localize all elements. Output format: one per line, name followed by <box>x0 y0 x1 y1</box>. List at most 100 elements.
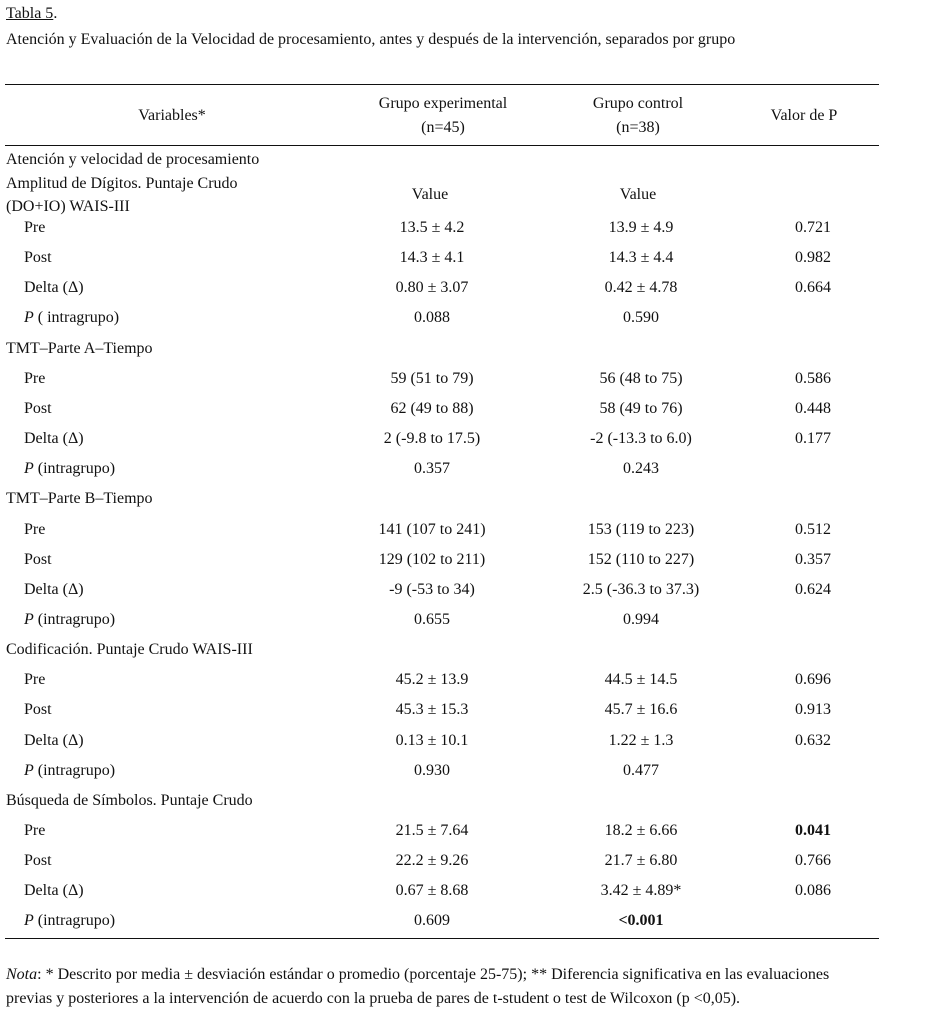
p-value-cell: 0.664 <box>795 279 831 297</box>
ctrl-group-cell: 153 (119 to 223) <box>587 520 695 538</box>
exp-group-cell: 62 (49 to 88) <box>390 399 474 417</box>
row-label-text: ( intragrupo) <box>33 309 120 327</box>
p-value-cell: 0.586 <box>795 369 831 387</box>
row-label: P (intragrupo) <box>24 761 115 781</box>
ctrl-group-cell: 152 (110 to 227) <box>587 550 695 568</box>
row-label: Delta (Δ) <box>24 580 84 600</box>
exp-group-cell: 2 (-9.8 to 17.5) <box>383 430 481 448</box>
header-exp-line2: (n=45) <box>421 119 465 136</box>
note-text-1: : * Descrito por media ± desviación está… <box>37 966 830 983</box>
ctrl-group-cell: 58 (49 to 76) <box>599 399 683 417</box>
row-label-text: Pre <box>24 671 46 689</box>
row-label-text: (intragrupo) <box>33 610 116 628</box>
row-label: Post <box>24 700 52 720</box>
exp-group-cell: 0.357 <box>414 460 450 478</box>
section-label-line1: Atención y velocidad de procesamiento <box>6 151 260 168</box>
row-label: Pre <box>24 670 45 690</box>
exp-group-cell: 45.3 ± 15.3 <box>395 701 469 719</box>
bottom-rule <box>5 938 879 939</box>
row-label-text: Pre <box>24 520 46 538</box>
row-label-text: Post <box>24 249 52 267</box>
section-label-line3: (DO+IO) WAIS-III <box>6 198 130 215</box>
ctrl-group-cell: 14.3 ± 4.4 <box>608 249 674 267</box>
exp-group-cell: 14.3 ± 4.1 <box>399 249 465 267</box>
top-rule <box>5 84 879 85</box>
exp-group-cell: 45.2 ± 13.9 <box>395 671 469 689</box>
ctrl-group-cell: -2 (-13.3 to 6.0) <box>590 430 692 448</box>
ctrl-group-cell: 44.5 ± 14.5 <box>604 671 678 689</box>
header-ctrl-line1: Grupo control <box>592 95 684 112</box>
exp-group-cell: 0.13 ± 10.1 <box>395 731 469 749</box>
row-label-text: (intragrupo) <box>33 761 116 779</box>
table-note-line2: previas y posteriores a la intervención … <box>6 990 741 1007</box>
p-value-cell: 0.512 <box>795 520 831 538</box>
row-label: P (intragrupo) <box>24 610 115 630</box>
table-label-suffix: . <box>53 5 58 22</box>
row-label: Delta (Δ) <box>24 429 84 449</box>
row-label-text: Delta (Δ) <box>24 731 84 749</box>
row-label-text: Pre <box>24 369 46 387</box>
exp-group-cell: 13.5 ± 4.2 <box>399 219 465 236</box>
row-label: P (intragrupo) <box>24 459 115 479</box>
row-label: Pre <box>24 520 45 540</box>
p-value-cell: 0.624 <box>795 580 831 598</box>
row-label: Pre <box>24 821 45 841</box>
ctrl-group-cell: 21.7 ± 6.80 <box>604 852 678 870</box>
exp-group-cell: 0.088 <box>414 309 450 327</box>
p-value-cell: 0.041 <box>795 822 831 839</box>
header-p-value: Valor de P <box>770 107 838 124</box>
row-label: Pre <box>24 218 45 238</box>
row-label-italic: P <box>24 761 34 779</box>
exp-group-cell: 129 (102 to 211) <box>378 550 486 568</box>
section-label: Búsqueda de Símbolos. Puntaje Crudo <box>6 791 253 809</box>
exp-group-cell: 0.80 ± 3.07 <box>395 279 469 297</box>
row-label-text: Post <box>24 550 52 568</box>
header-ctrl-line2: (n=38) <box>616 119 660 136</box>
ctrl-group-cell: 45.7 ± 16.6 <box>604 701 678 719</box>
header-exp-line1: Grupo experimental <box>378 95 508 112</box>
exp-group-cell: 0.930 <box>414 761 450 779</box>
exp-group-cell: 0.609 <box>414 912 450 930</box>
section-label-line2: Amplitud de Dígitos. Puntaje Crudo <box>6 175 238 192</box>
exp-value-header: Value <box>411 186 449 203</box>
p-value-cell: 0.982 <box>795 249 831 267</box>
ctrl-value-header: Value <box>619 186 657 203</box>
row-label-text: (intragrupo) <box>33 460 116 478</box>
ctrl-group-cell: 0.994 <box>623 610 659 628</box>
row-label: Delta (Δ) <box>24 278 84 298</box>
p-value-cell: 0.177 <box>795 430 831 448</box>
row-label-italic: P <box>24 460 34 478</box>
header-rule <box>5 145 879 146</box>
table-title: Atención y Evaluación de la Velocidad de… <box>6 31 736 48</box>
row-label-text: Pre <box>24 822 46 839</box>
exp-group-cell: 59 (51 to 79) <box>390 369 474 387</box>
exp-group-cell: 21.5 ± 7.64 <box>395 822 469 839</box>
ctrl-group-cell: 13.9 ± 4.9 <box>608 219 674 236</box>
section-label: Codificación. Puntaje Crudo WAIS-III <box>6 641 253 659</box>
row-label: Delta (Δ) <box>24 731 84 751</box>
row-label: Post <box>24 399 52 419</box>
table-label: Tabla 5. <box>6 4 57 24</box>
ctrl-group-cell: 2.5 (-36.3 to 37.3) <box>582 580 700 598</box>
section-label: TMT–Parte A–Tiempo <box>6 339 153 357</box>
ctrl-group-cell: 56 (48 to 75) <box>599 369 683 387</box>
row-label: Pre <box>24 369 45 389</box>
row-label: Post <box>24 851 52 871</box>
ctrl-group-cell: <0.001 <box>618 912 664 930</box>
exp-group-cell: -9 (-53 to 34) <box>389 580 475 598</box>
p-value-cell: 0.448 <box>795 399 831 417</box>
row-label-text: Delta (Δ) <box>24 882 84 900</box>
row-label: Post <box>24 248 52 268</box>
row-label: P (intragrupo) <box>24 911 115 931</box>
table-note-line1: Nota: * Descrito por media ± desviación … <box>6 965 829 985</box>
ctrl-group-cell: 0.42 ± 4.78 <box>604 279 678 297</box>
p-value-cell: 0.086 <box>795 882 831 900</box>
exp-group-cell: 0.67 ± 8.68 <box>395 882 469 900</box>
p-value-cell: 0.766 <box>795 852 831 870</box>
row-label: P ( intragrupo) <box>24 308 119 328</box>
p-value-cell: 0.357 <box>795 550 831 568</box>
ctrl-group-cell: 3.42 ± 4.89* <box>600 882 682 900</box>
exp-group-cell: 0.655 <box>414 610 450 628</box>
row-label-text: Post <box>24 701 52 719</box>
